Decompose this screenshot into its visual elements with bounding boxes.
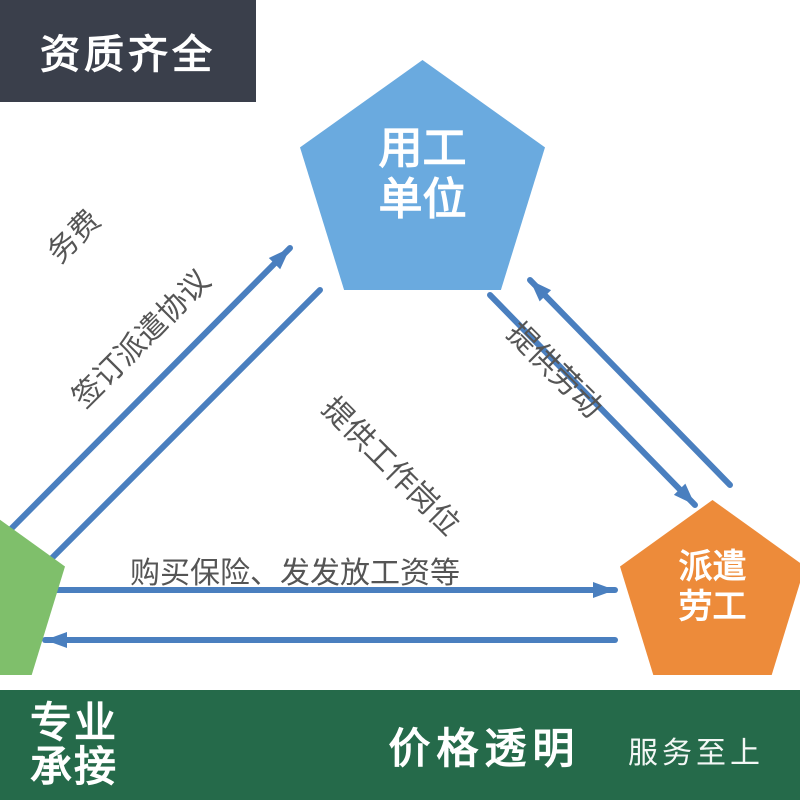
bottom-right-main: 价格透明 [388, 725, 580, 772]
node-agency_offscreen_left [0, 500, 65, 675]
diagram-canvas: 用工单位派遣劳工 务费签订派遣协议提供工作岗位提供劳动购买保险、发发放工资等 资… [0, 0, 800, 800]
node-label-employer: 用工单位 [379, 124, 467, 225]
edge-label-e-provide-job: 提供工作岗位 [314, 385, 472, 543]
bottom-left-line1: 专业 [30, 699, 118, 746]
edge-label-e-fee: 务费 [35, 198, 109, 272]
qualification-badge: 资质齐全 [0, 0, 256, 102]
qualification-badge-text: 资质齐全 [40, 33, 216, 77]
node-employer: 用工单位 [300, 60, 545, 290]
bottom-bar: 专业 承接 价格透明 服务至上 [0, 690, 800, 800]
edge-label-e-sign-agreement: 签订派遣协议 [60, 258, 218, 416]
bottom-left-line2: 承接 [30, 745, 118, 789]
edge-label-e-buy-insurance: 购买保险、发发放工资等 [130, 548, 460, 592]
node-worker: 派遣劳工 [620, 500, 800, 675]
bottom-right-sub: 服务至上 [628, 737, 764, 770]
bottom-left-slogan: 专业 承接 [0, 701, 118, 789]
edge-label-e-provide-labor: 提供劳动 [499, 310, 615, 426]
bottom-right-slogan: 价格透明 服务至上 [388, 715, 800, 776]
node-label-worker: 派遣劳工 [679, 548, 747, 626]
